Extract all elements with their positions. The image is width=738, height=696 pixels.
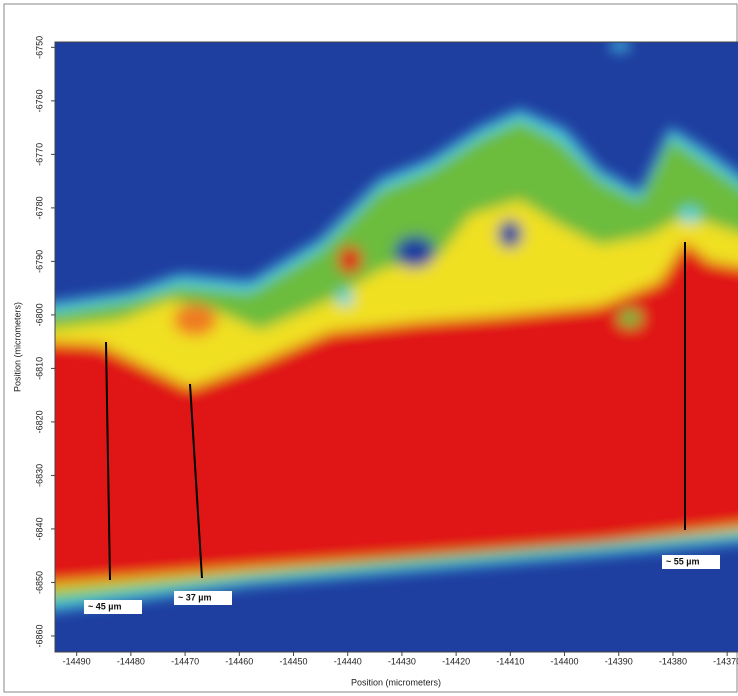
x-tick-label: -14420 [442,656,470,666]
y-axis-label: Position (micrometers) [12,302,22,392]
annotation: ~ 45 µm [88,601,121,611]
x-tick-label: -14410 [496,656,524,666]
x-tick-label: -14430 [388,656,416,666]
x-tick-label: -14440 [334,656,362,666]
x-tick-label: -14470 [171,656,199,666]
x-tick-label: -14450 [279,656,307,666]
annotation: ~ 55 µm [666,556,699,566]
y-tick-label: -6800 [34,303,44,326]
y-tick-label: -6750 [34,36,44,59]
x-tick-label: -14460 [225,656,253,666]
heatmap [40,30,738,670]
x-tick-label: -14480 [117,656,145,666]
x-tick-label: -14390 [605,656,633,666]
y-tick-label: -6780 [34,196,44,219]
x-tick-label: -14400 [551,656,579,666]
y-tick-label: -6850 [34,571,44,594]
y-tick-label: -6840 [34,517,44,540]
y-tick-label: -6830 [34,464,44,487]
y-tick-label: -6860 [34,624,44,647]
y-tick-label: -6810 [34,357,44,380]
y-tick-label: -6820 [34,410,44,433]
x-axis-label: Position (micrometers) [351,677,441,687]
x-tick-label: -14490 [63,656,91,666]
y-tick-label: -6770 [34,143,44,166]
x-tick-label: -14380 [659,656,687,666]
chart: ~ 45 µm ~ 37 µm ~ 55 µm Position (microm… [0,0,738,696]
annotation: ~ 37 µm [178,592,211,602]
y-tick-label: -6760 [34,89,44,112]
x-tick-label: -14370 [713,656,738,666]
y-tick-label: -6790 [34,250,44,273]
